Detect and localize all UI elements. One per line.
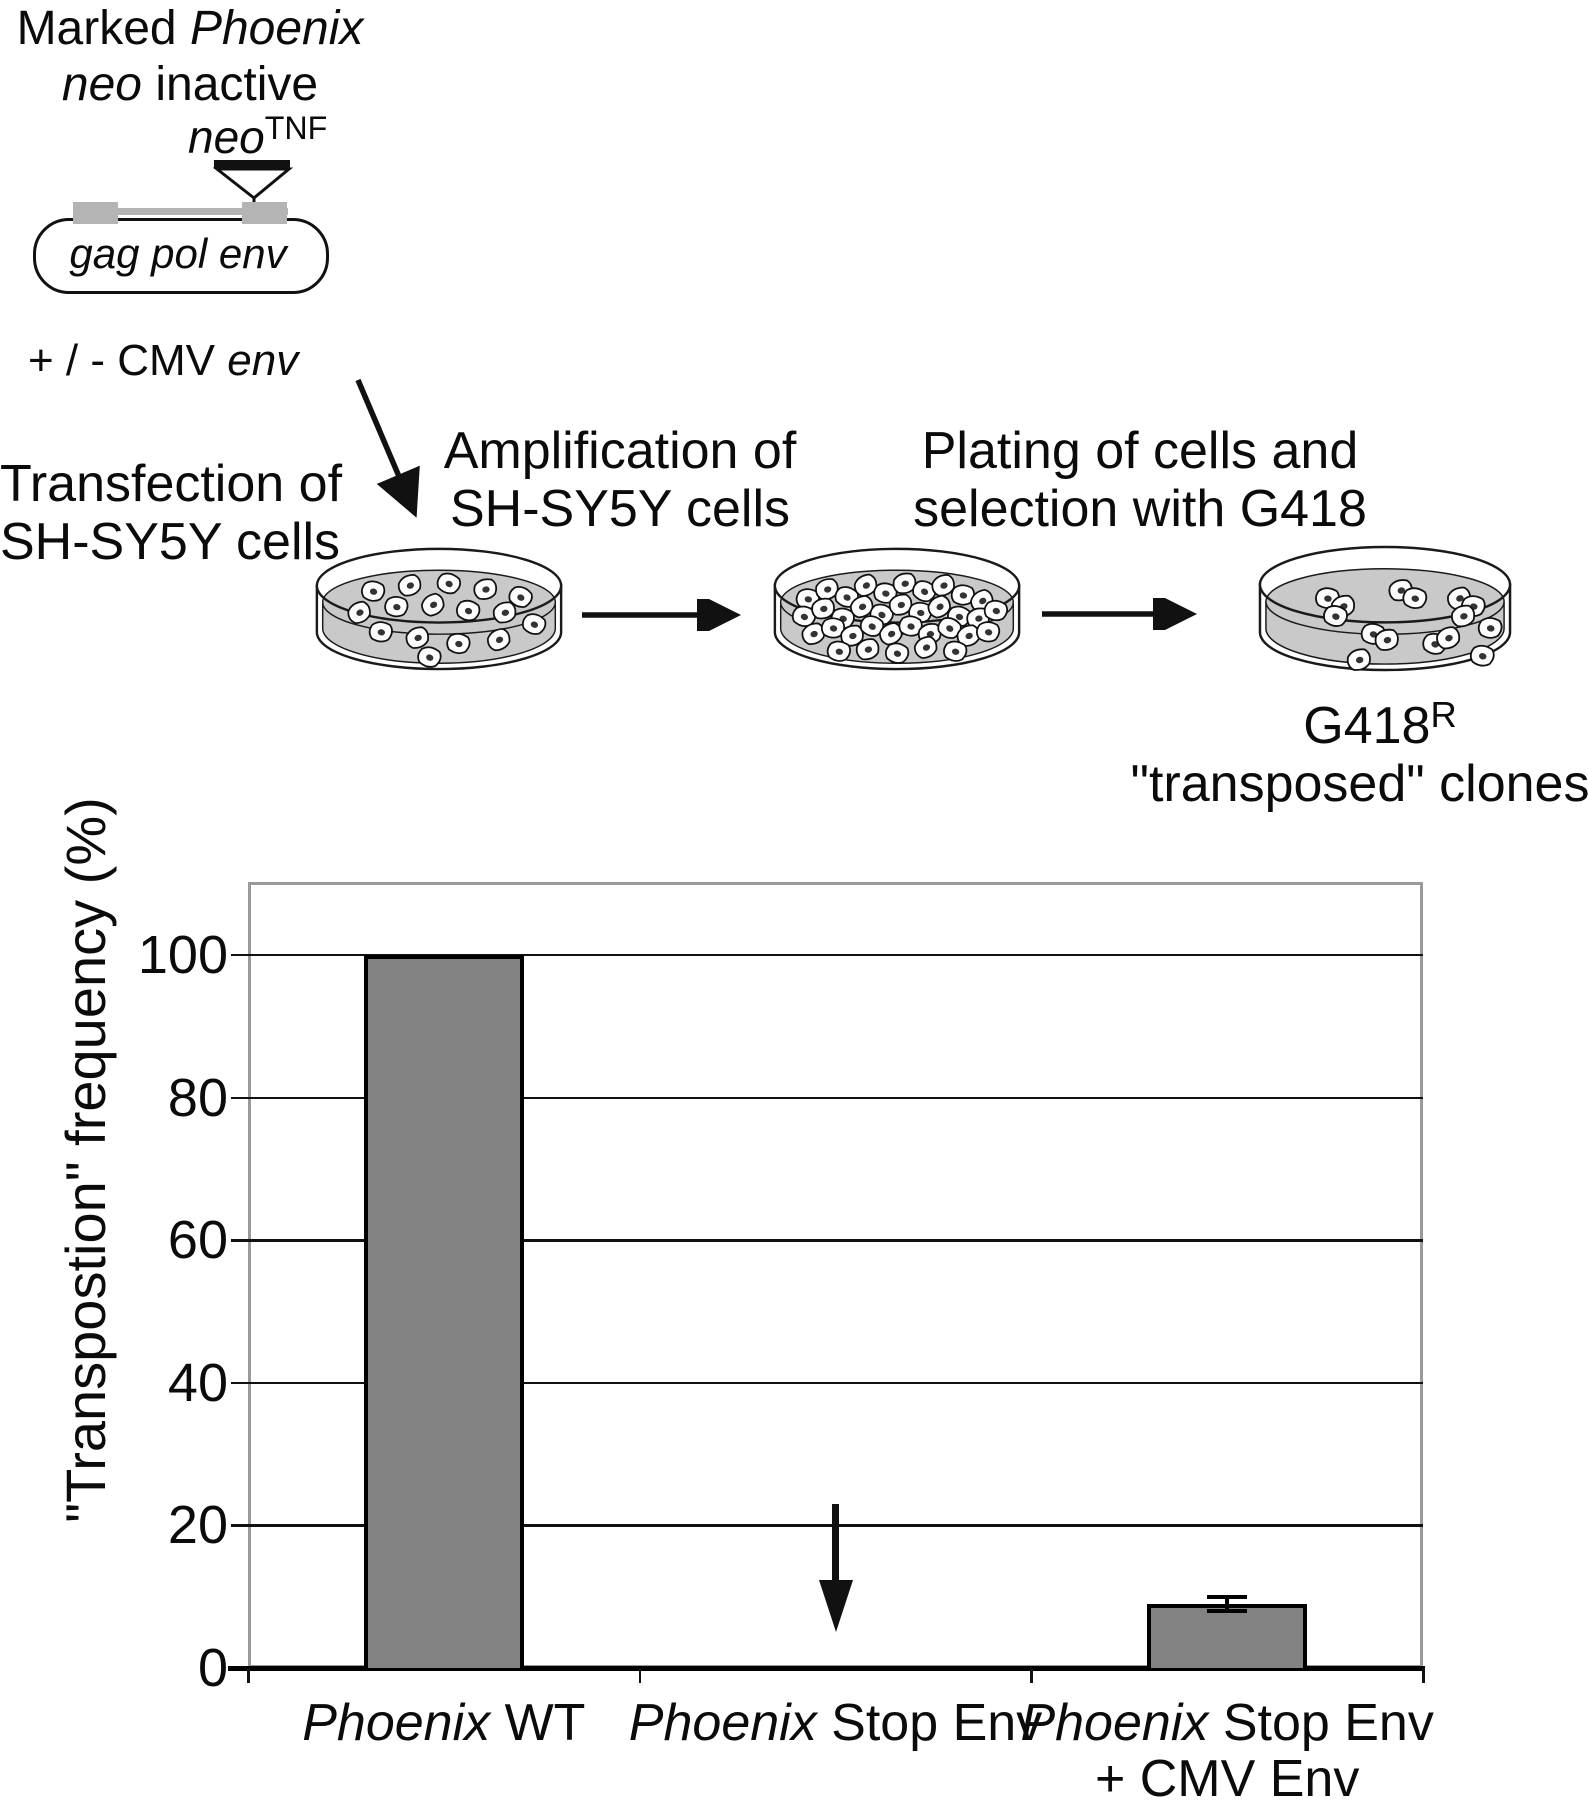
y-tick-label: 40 (167, 1352, 228, 1413)
flow-arrow-2 (1042, 598, 1197, 630)
cell-icon (811, 597, 835, 620)
y-gridline (231, 1381, 1423, 1385)
plasmid-gene-label: gag pol env (69, 230, 287, 277)
step2-label-line1: Amplification of (443, 422, 797, 480)
cell-icon (405, 626, 429, 649)
flow-arrow-1 (582, 599, 741, 631)
petri-dish-amplification (773, 547, 1021, 671)
cell-icon (397, 574, 422, 597)
y-gridline (231, 954, 1423, 957)
x-category-label: Phoenix WT (302, 1694, 586, 1752)
y-tick-label: 60 (167, 1210, 228, 1271)
x-category-label: Phoenix Stop Env (628, 1694, 1043, 1752)
cell-icon (1436, 626, 1461, 650)
cell-icon (456, 599, 481, 622)
cell-icon (1469, 644, 1495, 667)
x-tick (1422, 1668, 1425, 1683)
ltr-box-left (73, 202, 118, 224)
cell-icon (1346, 648, 1371, 671)
petri-dish-selection (1258, 545, 1512, 672)
cell-icon (436, 572, 462, 595)
cell-icon (384, 596, 409, 618)
bar (363, 955, 524, 1668)
bar-error-cap (1207, 1608, 1248, 1613)
step1-label-line1: Transfection of (0, 455, 343, 513)
cell-icon (1451, 604, 1476, 628)
step2-label-line2: SH-SY5Y cells (449, 480, 791, 538)
bar-error-line (1225, 1596, 1230, 1611)
bar (1147, 1603, 1308, 1668)
construct-title-line1: Marked Phoenix (16, 2, 364, 55)
ltr-box-right (242, 202, 287, 224)
cmv-env-label: + / - CMV env (28, 336, 299, 385)
cell-icon (855, 638, 880, 661)
y-tick-label: 100 (137, 925, 228, 985)
y-gridline (231, 1524, 1423, 1527)
transfection-arrow (355, 378, 420, 518)
cell-icon (473, 578, 498, 600)
cell-icon (1402, 587, 1428, 610)
cell-icon (859, 615, 885, 637)
y-gridline (231, 1239, 1423, 1242)
step3-label-line1: Plating of cells and (921, 422, 1359, 480)
cell-icon (522, 613, 547, 635)
cell-icon (913, 635, 938, 659)
transposed-clones-label: "transposed" clones (1130, 755, 1588, 813)
cell-icon (1374, 628, 1399, 651)
cell-icon (826, 640, 851, 662)
x-category-label: Phoenix Stop Env (1020, 1694, 1434, 1752)
below-detection-arrow-shaft (832, 1504, 839, 1581)
cell-icon (912, 580, 937, 603)
x-tick (638, 1668, 642, 1683)
construct-title-line2: neo inactive (61, 58, 319, 111)
below-detection-arrow-head (818, 1580, 853, 1633)
petri-dish-transfection (315, 547, 563, 671)
cell-icon (486, 627, 511, 652)
y-tick-label: 80 (167, 1067, 228, 1128)
cell-icon (361, 580, 386, 602)
x-tick (247, 1668, 250, 1683)
cell-icon (937, 617, 962, 639)
cell-icon (421, 592, 445, 617)
cell-icon (417, 646, 442, 668)
y-axis-title: "Transpostion" frequency (%) (54, 797, 117, 1523)
provirus-track (74, 208, 288, 215)
x-tick (1030, 1668, 1033, 1683)
cell-icon (884, 642, 910, 664)
cell-icon (446, 632, 471, 655)
g418-resistant-label: G418R (1303, 693, 1457, 755)
cell-icon (983, 599, 1009, 622)
y-tick-label: 0 (197, 1638, 228, 1698)
cell-icon (801, 622, 825, 645)
bar-error-cap (1207, 1594, 1248, 1599)
y-gridline (231, 1096, 1423, 1099)
cell-icon (943, 640, 968, 662)
cell-icon (820, 617, 846, 639)
cell-icon (946, 605, 972, 627)
y-tick-label: 20 (167, 1495, 228, 1556)
cell-icon (347, 600, 371, 625)
cell-icon (508, 586, 533, 608)
cell-icon (976, 621, 1001, 643)
cell-icon (879, 622, 903, 646)
cell-icon (1323, 605, 1348, 627)
plasmid-outline (33, 218, 329, 294)
x-axis-baseline (228, 1666, 1425, 1671)
cell-icon (898, 615, 923, 637)
cell-icon (492, 601, 517, 624)
neo-insert-label: neoTNF (188, 109, 328, 163)
cell-icon (1477, 617, 1503, 639)
x-category-label-line2: + CMV Env (1094, 1750, 1360, 1800)
cell-icon (927, 594, 951, 619)
cell-icon (368, 621, 393, 643)
step3-label-line2: selection with G418 (913, 480, 1367, 538)
step1-label-line2: SH-SY5Y cells (0, 513, 341, 571)
